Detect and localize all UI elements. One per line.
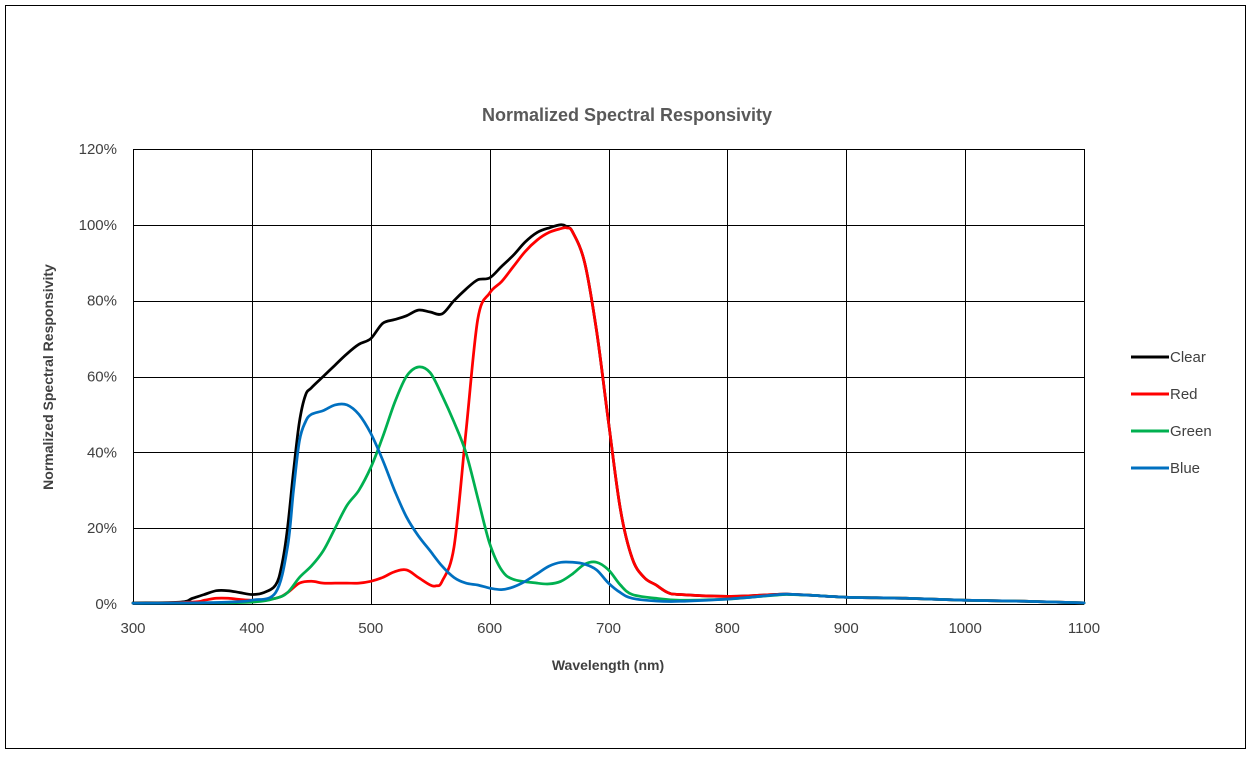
x-tick-label: 400 [239,620,264,637]
legend: Clear Red Green Blue [1131,349,1212,477]
x-tick-label: 800 [715,620,740,637]
x-tick-label: 600 [477,620,502,637]
grid [133,149,1085,605]
y-tick-label: 100% [79,217,117,234]
x-tick-label: 500 [358,620,383,637]
legend-label-green: Green [1170,423,1212,440]
y-axis-title: Normalized Spectral Responsivity [40,264,56,490]
y-tick-label: 0% [95,596,117,613]
series-lines [131,223,1086,605]
legend-label-blue: Blue [1170,460,1200,477]
chart-title: Normalized Spectral Responsivity [482,105,772,125]
y-tick-label: 120% [79,141,117,158]
legend-label-red: Red [1170,386,1198,403]
x-axis-title: Wavelength (nm) [552,657,664,673]
y-tick-label: 60% [87,369,117,386]
y-tick-label: 40% [87,444,117,461]
x-tick-label: 300 [120,620,145,637]
y-tick-label: 80% [87,293,117,310]
series-line-red [131,226,1086,605]
series-line-blue [131,402,1086,605]
y-axis-ticks: 0% 20% 40% 60% 80% 100% 120% [79,141,117,613]
x-axis-ticks: 300 400 500 600 700 800 900 1000 1100 [120,620,1100,637]
x-tick-label: 900 [834,620,859,637]
x-tick-label: 1000 [948,620,981,637]
x-tick-label: 1100 [1068,620,1100,637]
x-tick-label: 700 [596,620,621,637]
legend-label-clear: Clear [1170,349,1206,366]
y-tick-label: 20% [87,520,117,537]
